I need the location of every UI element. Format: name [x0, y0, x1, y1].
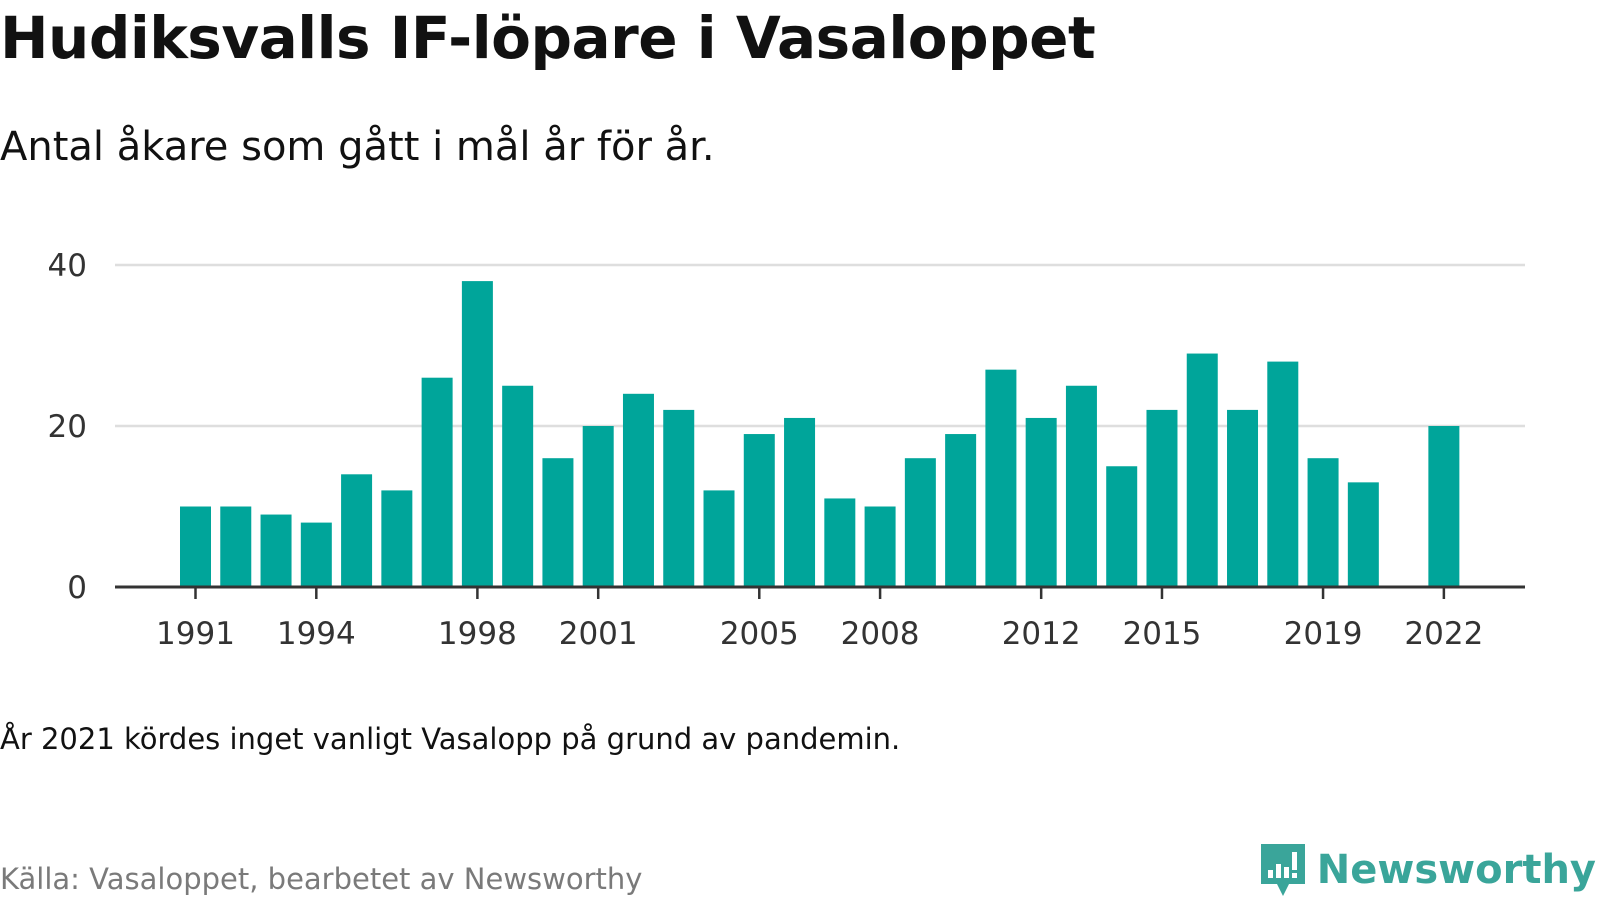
x-tick-label: 1994 [277, 616, 356, 652]
x-tick-label: 2019 [1284, 616, 1363, 652]
bar-2022 [1428, 426, 1460, 587]
bar-2007 [824, 498, 856, 587]
x-tick-label: 1991 [156, 616, 235, 652]
bar-2012 [1025, 417, 1057, 587]
bar-1997 [421, 377, 453, 587]
bar-2001 [582, 426, 614, 587]
axes: 0 20 40 1991 1994 1998 2001 2005 2008 2012 2015 201… [48, 248, 1525, 652]
bar-chart: 0 20 40 1991 1994 1998 2001 2005 2008 2012 2015 201… [48, 248, 1525, 652]
x-tick-label: 2012 [1002, 616, 1081, 652]
bar-1996 [381, 490, 413, 587]
y-tick-label: 0 [67, 570, 87, 606]
bars [180, 281, 1460, 587]
bar-2013 [1065, 385, 1097, 587]
chart-note: År 2021 kördes inget vanligt Vasalopp på… [0, 722, 901, 756]
bar-1993 [260, 514, 292, 587]
bar-2006 [784, 417, 816, 587]
newsworthy-logo-icon [1260, 844, 1305, 896]
bar-1994 [300, 522, 332, 587]
x-tick-label: 2001 [559, 616, 638, 652]
bar-1991 [180, 506, 211, 587]
bar-2019 [1307, 458, 1339, 587]
bar-2014 [1106, 466, 1138, 587]
y-tick-label: 20 [48, 409, 87, 445]
bar-2015 [1146, 409, 1178, 587]
bar-2010 [945, 434, 977, 587]
x-tick-label: 2022 [1404, 616, 1483, 652]
x-tick-label: 2015 [1123, 616, 1202, 652]
bar-2016 [1186, 353, 1218, 587]
bar-2004 [703, 490, 735, 587]
bar-2003 [663, 409, 695, 587]
bar-2008 [864, 506, 896, 587]
bar-1992 [220, 506, 252, 587]
bar-2000 [542, 458, 574, 587]
bar-2018 [1267, 361, 1299, 587]
bar-2011 [985, 369, 1017, 587]
x-tick-label: 2005 [720, 616, 799, 652]
bar-2005 [743, 434, 775, 587]
x-tick-label: 2008 [841, 616, 920, 652]
brand-logo: Newsworthy [1257, 840, 1596, 900]
bar-1998 [461, 281, 493, 587]
brand-name: Newsworthy [1316, 847, 1596, 893]
x-tick-label: 1998 [438, 616, 517, 652]
bar-1999 [502, 385, 534, 587]
source-text: Källa: Vasaloppet, bearbetet av Newswort… [0, 862, 643, 896]
bar-2017 [1227, 409, 1259, 587]
chart-title: Hudiksvalls IF-löpare i Vasaloppet [0, 4, 1096, 72]
bar-2009 [904, 458, 936, 587]
chart-subtitle: Antal åkare som gått i mål år för år. [0, 124, 715, 170]
y-tick-label: 40 [48, 248, 87, 284]
bar-1995 [341, 474, 373, 587]
gridlines [115, 263, 1525, 428]
bar-2002 [622, 393, 654, 587]
bar-2020 [1347, 482, 1379, 587]
